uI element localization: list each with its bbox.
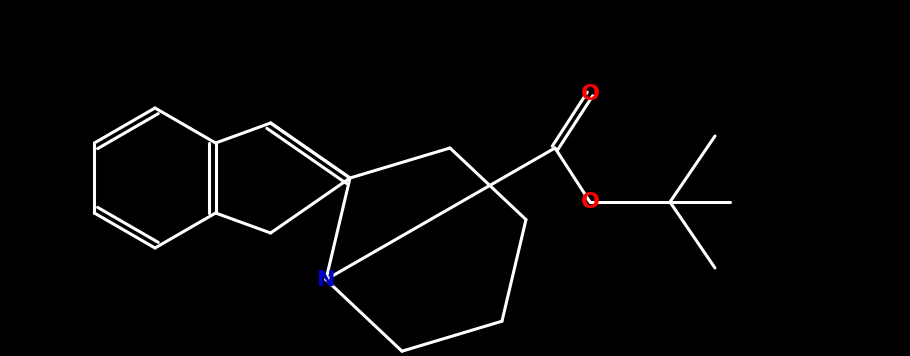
Text: N: N xyxy=(317,269,335,289)
Text: O: O xyxy=(581,84,600,104)
Text: O: O xyxy=(581,192,600,212)
